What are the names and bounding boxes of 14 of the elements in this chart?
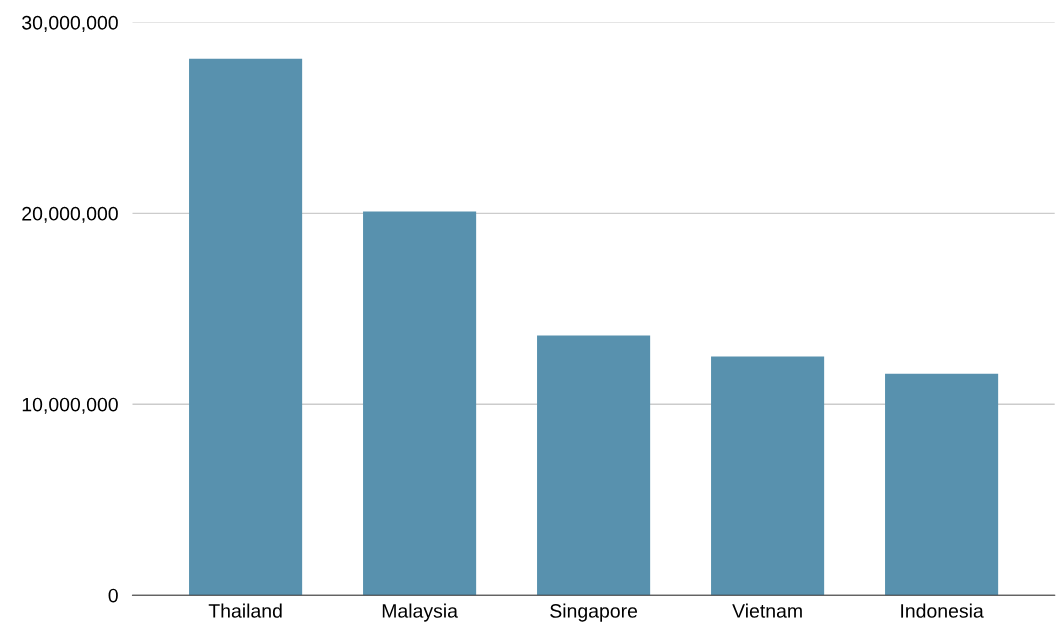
bar — [363, 211, 477, 596]
y-tick-label: 0 — [108, 588, 118, 603]
bar — [189, 58, 303, 596]
y-tick-label: 10,000,000 — [22, 397, 118, 414]
bar — [537, 335, 651, 596]
x-tick-label: Singapore — [550, 603, 638, 622]
bar — [885, 373, 999, 596]
bar — [711, 356, 825, 596]
y-tick-label: 30,000,000 — [22, 15, 118, 32]
x-tick-label: Thailand — [208, 603, 282, 618]
x-tick-label: Indonesia — [901, 603, 984, 618]
x-tick-label: Vietnam — [732, 603, 802, 618]
y-tick-label: 20,000,000 — [22, 206, 118, 223]
x-tick-label: Malaysia — [382, 603, 458, 622]
